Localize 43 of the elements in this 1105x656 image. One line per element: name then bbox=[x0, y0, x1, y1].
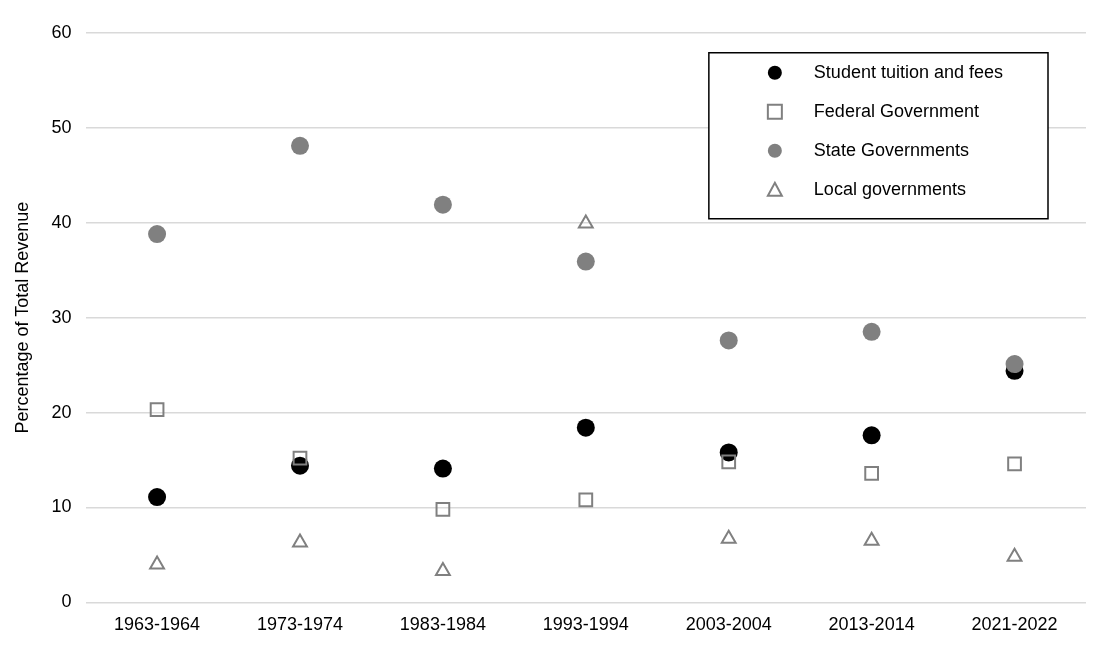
point bbox=[719, 331, 738, 350]
y-tick-label: 60 bbox=[51, 21, 72, 42]
point bbox=[1006, 547, 1023, 562]
point bbox=[863, 531, 880, 546]
point bbox=[864, 465, 879, 481]
point bbox=[148, 488, 167, 507]
y-tick-label: 30 bbox=[51, 306, 72, 327]
y-tick-label: 40 bbox=[51, 211, 72, 232]
x-tick-label: 2003-2004 bbox=[685, 614, 772, 635]
point bbox=[435, 502, 451, 517]
point bbox=[434, 562, 451, 577]
point bbox=[292, 450, 308, 466]
legend-label: Federal Government bbox=[813, 100, 979, 121]
point bbox=[1005, 355, 1024, 374]
point bbox=[290, 136, 309, 155]
point bbox=[149, 402, 165, 418]
point bbox=[433, 459, 452, 478]
x-tick-label: 1993-1994 bbox=[542, 614, 629, 635]
point bbox=[149, 555, 166, 570]
point bbox=[862, 426, 881, 445]
point bbox=[576, 252, 595, 271]
x-tick-label: 1973-1974 bbox=[256, 614, 344, 635]
point bbox=[148, 225, 167, 244]
point bbox=[578, 492, 594, 508]
x-tick-label: 1963-1964 bbox=[114, 614, 201, 635]
y-tick-label: 50 bbox=[51, 116, 72, 137]
x-tick-label: 1983-1984 bbox=[399, 614, 486, 635]
y-axis-title: Percentage of Total Revenue bbox=[11, 201, 32, 434]
point bbox=[433, 195, 452, 214]
y-tick-label: 20 bbox=[51, 401, 72, 422]
legend-label: Local governments bbox=[813, 178, 966, 199]
point bbox=[862, 322, 881, 341]
y-tick-label: 0 bbox=[61, 591, 72, 612]
x-tick-label: 2021-2022 bbox=[971, 614, 1058, 635]
legend-label: Student tuition and fees bbox=[813, 61, 1003, 82]
point bbox=[576, 418, 595, 437]
y-tick-label: 10 bbox=[51, 496, 72, 517]
legend-label: State Governments bbox=[813, 139, 969, 160]
x-tick-label: 2013-2014 bbox=[828, 614, 915, 635]
point bbox=[721, 454, 737, 470]
point bbox=[292, 533, 308, 548]
point bbox=[720, 529, 737, 544]
point bbox=[1007, 456, 1022, 472]
